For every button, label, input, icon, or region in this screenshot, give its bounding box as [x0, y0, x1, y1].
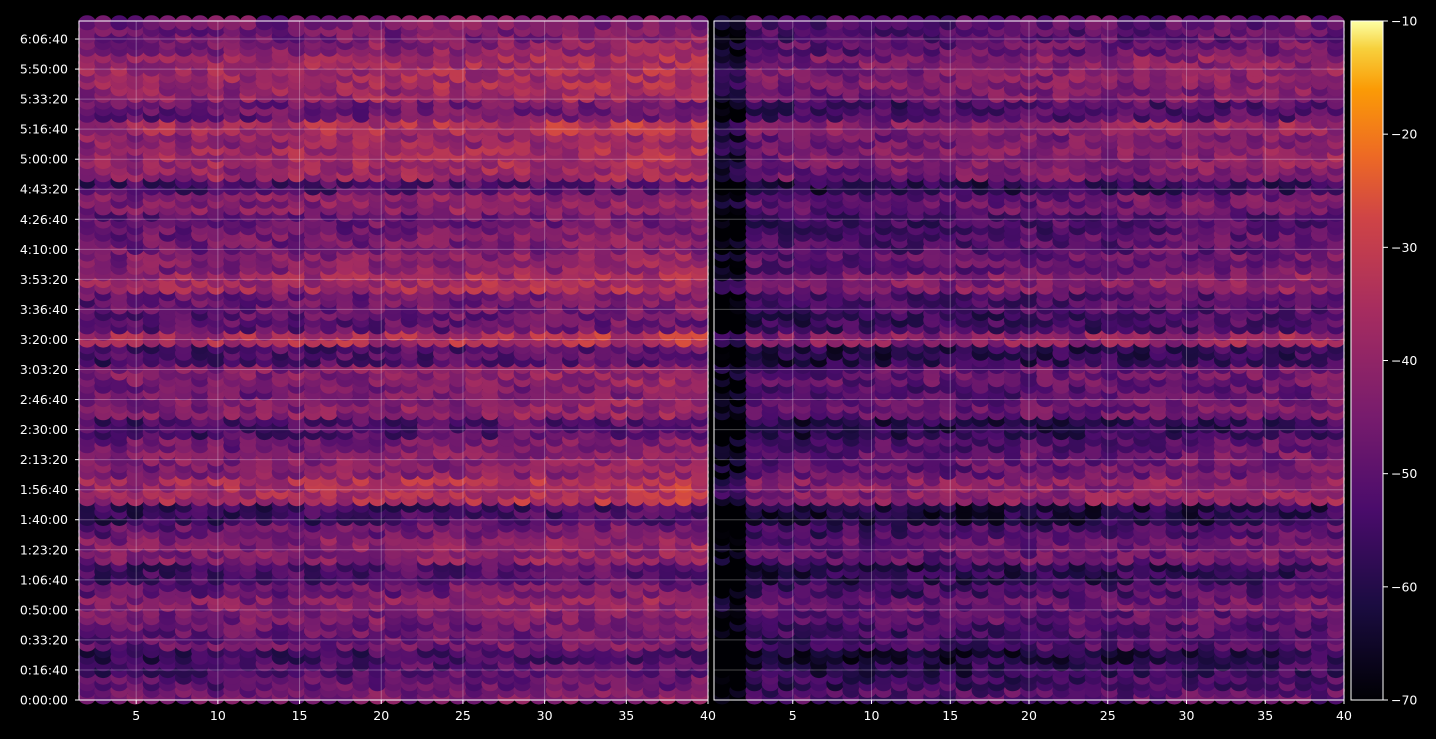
heatmap-cell [255, 15, 274, 31]
heatmap-cell [384, 15, 403, 31]
heatmap-cell [416, 15, 435, 31]
heatmap-cell [497, 15, 516, 31]
heatmap-cell [449, 15, 467, 31]
heatmap-cell [545, 15, 564, 31]
heatmap-cell [207, 15, 226, 31]
heatmap-cell [142, 15, 161, 31]
heatmap-cell [126, 15, 145, 31]
heatmap-cell [610, 15, 629, 31]
heatmap-cell [336, 15, 354, 31]
heatmap-cell [642, 15, 661, 31]
heatmap-cell [110, 15, 129, 31]
heatmap-cell [578, 15, 596, 31]
heatmap-cell [562, 15, 580, 31]
heatmap-panel-left [78, 15, 709, 705]
heatmap-cell [191, 15, 209, 31]
heatmap-cell [513, 15, 532, 31]
heatmap-cell [158, 15, 177, 31]
heatmap-cell [465, 15, 483, 31]
heatmap-cell [287, 15, 306, 31]
heatmap-cell [304, 15, 322, 31]
heatmap-cell [433, 15, 451, 31]
heatmap-cell [594, 15, 613, 31]
heatmap-cell [174, 15, 193, 31]
heatmap-cell [94, 15, 113, 31]
heatmap-cell [239, 15, 258, 31]
heatmap-cell [691, 15, 709, 31]
heatmap-cell [400, 15, 419, 31]
heatmap-cell [78, 15, 96, 31]
heatmap-cell [481, 15, 500, 31]
heatmap-cell [352, 15, 371, 31]
heatmap-cell [320, 15, 338, 31]
heatmap-cell [658, 15, 677, 31]
heatmap-cell [626, 15, 645, 31]
heatmap-cell [223, 15, 242, 31]
heatmap-cell [271, 15, 290, 31]
heatmap-cell [368, 15, 387, 31]
heatmap-cell [674, 15, 693, 31]
